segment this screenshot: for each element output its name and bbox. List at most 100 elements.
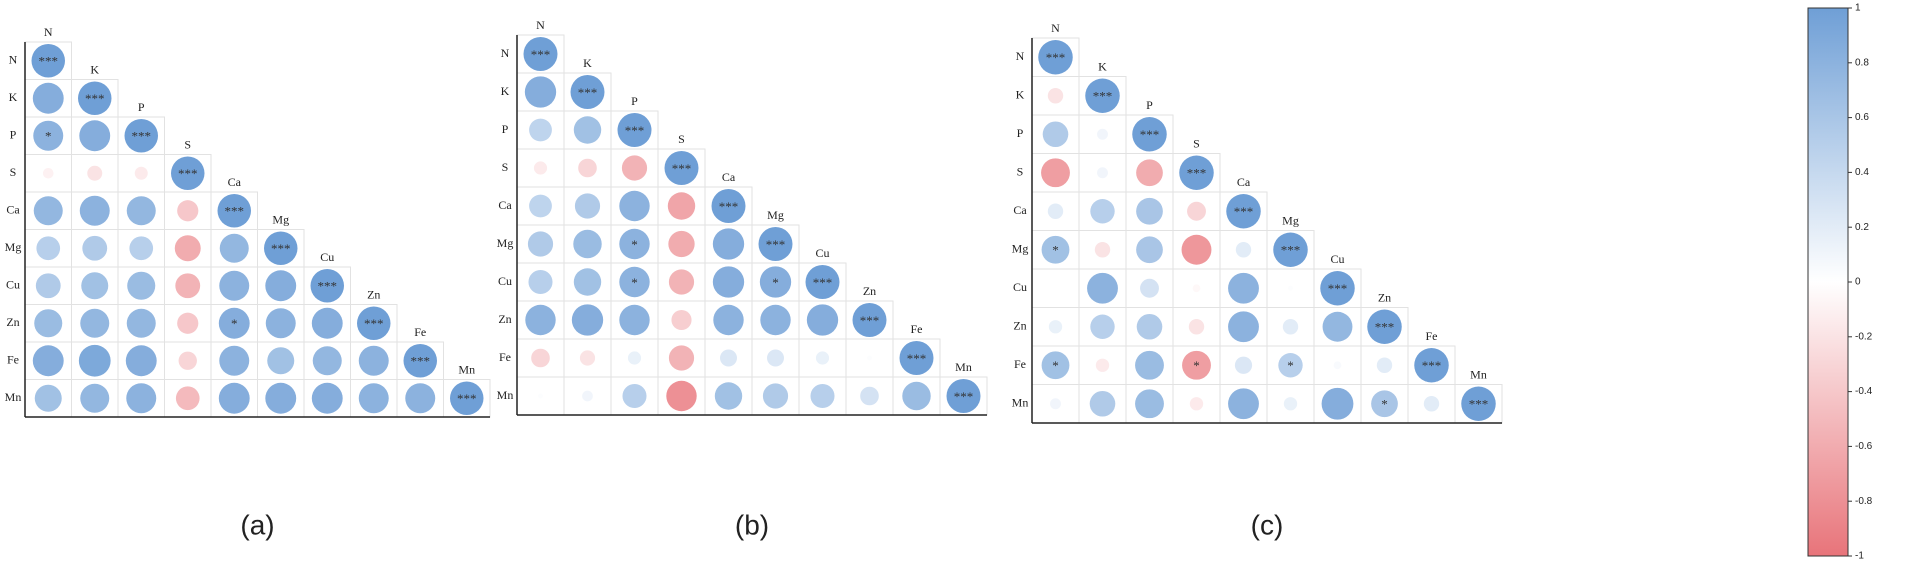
column-label: Zn (1378, 290, 1391, 304)
correlation-circle (711, 189, 746, 223)
column-label: Cu (320, 250, 334, 264)
row-label: Mg (497, 236, 514, 250)
row-label: Mn (1012, 396, 1029, 410)
correlation-circle (619, 228, 650, 260)
column-label: K (90, 62, 99, 76)
column-label: K (1098, 59, 1107, 73)
correlation-circle (524, 76, 557, 108)
significance-label: *** (132, 129, 152, 144)
significance-label: * (1193, 358, 1200, 373)
column-label: Cu (1330, 252, 1344, 266)
correlation-circle (218, 382, 250, 414)
correlation-circle (1414, 348, 1449, 383)
significance-label: *** (672, 161, 692, 176)
correlation-circle (574, 193, 601, 219)
correlation-circle (217, 194, 251, 228)
correlation-circle (1181, 234, 1212, 265)
correlation-circle (668, 269, 695, 295)
correlation-circle (35, 273, 61, 299)
correlation-circle (219, 270, 250, 301)
correlation-circle (1090, 314, 1115, 339)
row-label: S (502, 160, 509, 174)
correlation-circle (533, 161, 548, 175)
significance-label: *** (1375, 320, 1395, 335)
correlation-circle (125, 345, 157, 377)
row-label: S (1017, 165, 1024, 179)
correlation-circle (174, 235, 201, 262)
row-label: Ca (6, 203, 20, 217)
column-label: Mg (1282, 213, 1299, 227)
colorbar (1807, 7, 1849, 557)
significance-label: *** (85, 91, 105, 106)
row-label: Zn (498, 312, 511, 326)
correlation-circle (34, 309, 63, 338)
correlation-circle (899, 341, 934, 375)
correlation-circle (528, 269, 553, 295)
correlation-circle (805, 265, 840, 299)
correlation-circle (1182, 350, 1211, 380)
significance-label: *** (411, 354, 431, 369)
row-label: Ca (1013, 203, 1027, 217)
correlation-circle (218, 307, 250, 339)
significance-label: * (631, 275, 638, 290)
significance-label: *** (364, 316, 384, 331)
column-label: Zn (863, 284, 876, 298)
row-label: K (501, 84, 510, 98)
correlation-circle (82, 235, 108, 261)
correlation-circle (523, 37, 558, 71)
correlation-circle (171, 156, 205, 190)
correlation-circle (720, 349, 737, 367)
column-label: Fe (1426, 329, 1438, 343)
row-label: Mn (497, 388, 514, 402)
column-label: Ca (228, 175, 242, 189)
column-label: Mn (955, 360, 972, 374)
correlation-circle (1135, 350, 1164, 380)
correlation-circle (573, 268, 602, 296)
correlation-circle (1048, 320, 1063, 334)
correlation-circle (525, 304, 556, 336)
significance-label: *** (860, 313, 880, 328)
correlation-circle (668, 345, 695, 371)
correlation-circle (713, 304, 744, 336)
correlation-circle (1042, 121, 1069, 148)
significance-label: * (1052, 243, 1059, 258)
correlation-circle (1371, 390, 1398, 418)
correlation-circle (1089, 390, 1116, 417)
column-label: Mn (458, 362, 475, 376)
correlation-circle (177, 200, 199, 222)
significance-label: *** (178, 166, 198, 181)
column-label: Fe (414, 325, 426, 339)
correlation-circle (1041, 158, 1070, 188)
correlation-circle (666, 380, 697, 412)
panel-label: (c) (1251, 509, 1284, 540)
column-label: Ca (722, 170, 736, 184)
correlation-circle (1038, 40, 1073, 75)
correlation-circle (1423, 396, 1440, 412)
correlation-circle (1179, 155, 1214, 190)
correlation-circle (671, 309, 692, 331)
correlation-circle (36, 236, 61, 261)
row-label: Mn (5, 390, 22, 404)
correlation-circle (1461, 386, 1496, 421)
correlation-circle (1136, 313, 1163, 340)
correlation-circle (1047, 203, 1064, 219)
correlation-circle (578, 158, 597, 178)
significance-label: * (231, 316, 238, 331)
row-label: Cu (1013, 280, 1027, 294)
significance-label: *** (457, 391, 477, 406)
correlation-circle (621, 155, 648, 181)
correlation-circle (1087, 272, 1118, 304)
correlation-circle (527, 231, 554, 257)
significance-label: *** (318, 279, 338, 294)
row-label: Cu (498, 274, 512, 288)
correlation-circle (33, 120, 64, 151)
correlation-circle (357, 306, 391, 340)
correlation-circle (760, 304, 791, 336)
correlation-circle (667, 192, 696, 220)
column-label: Mg (767, 208, 784, 222)
column-label: N (1051, 21, 1060, 35)
row-label: K (1016, 88, 1025, 102)
colorbar-tick-label: 0.6 (1855, 112, 1869, 123)
correlation-circle (78, 344, 111, 377)
